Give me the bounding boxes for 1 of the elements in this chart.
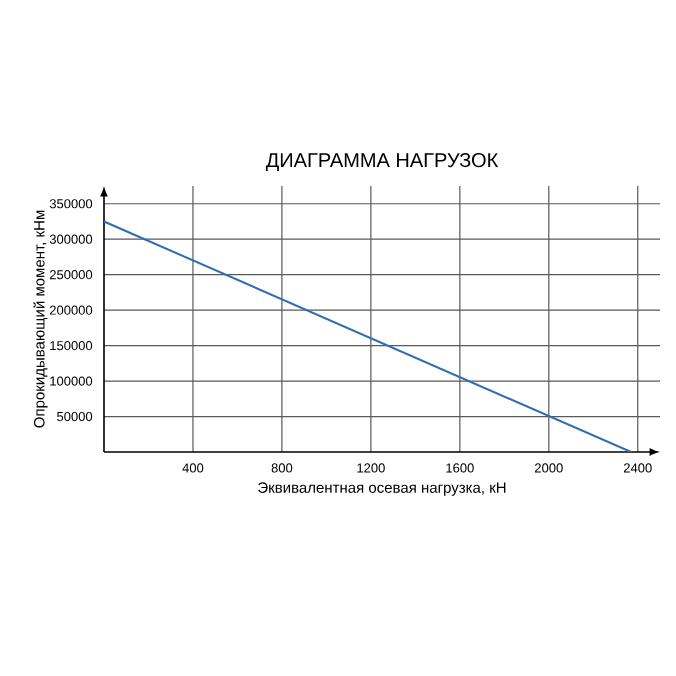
chart-title: ДИАГРАММА НАГРУЗОК xyxy=(265,153,499,171)
